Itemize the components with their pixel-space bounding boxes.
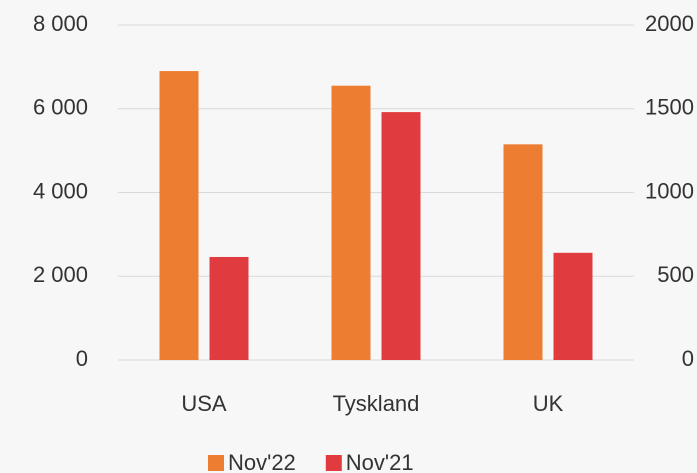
bar (209, 256, 249, 360)
legend-swatch (325, 455, 342, 471)
x-tick-label: USA (181, 391, 227, 416)
y2-tick-label: 1500 (645, 95, 694, 120)
bar (381, 112, 421, 360)
x-tick-label: UK (533, 391, 564, 416)
legend-swatch (208, 455, 224, 471)
y2-tick-label: 500 (657, 262, 694, 287)
bar (503, 144, 543, 360)
y-tick-label: 4 000 (33, 178, 88, 203)
x-tick-label: Tyskland (333, 391, 420, 416)
y2-tick-label: 0 (682, 346, 694, 371)
y-tick-label: 2 000 (33, 262, 88, 287)
legend-label: Nov'22 (228, 450, 296, 473)
y-tick-label: 0 (76, 346, 88, 371)
y2-tick-label: 1000 (645, 178, 694, 203)
legend-label: Nov'21 (346, 450, 414, 473)
y-tick-label: 8 000 (33, 11, 88, 36)
bar (553, 252, 593, 360)
bar (331, 85, 371, 360)
y-tick-label: 6 000 (33, 95, 88, 120)
bar (159, 71, 199, 360)
y2-tick-label: 2000 (645, 11, 694, 36)
